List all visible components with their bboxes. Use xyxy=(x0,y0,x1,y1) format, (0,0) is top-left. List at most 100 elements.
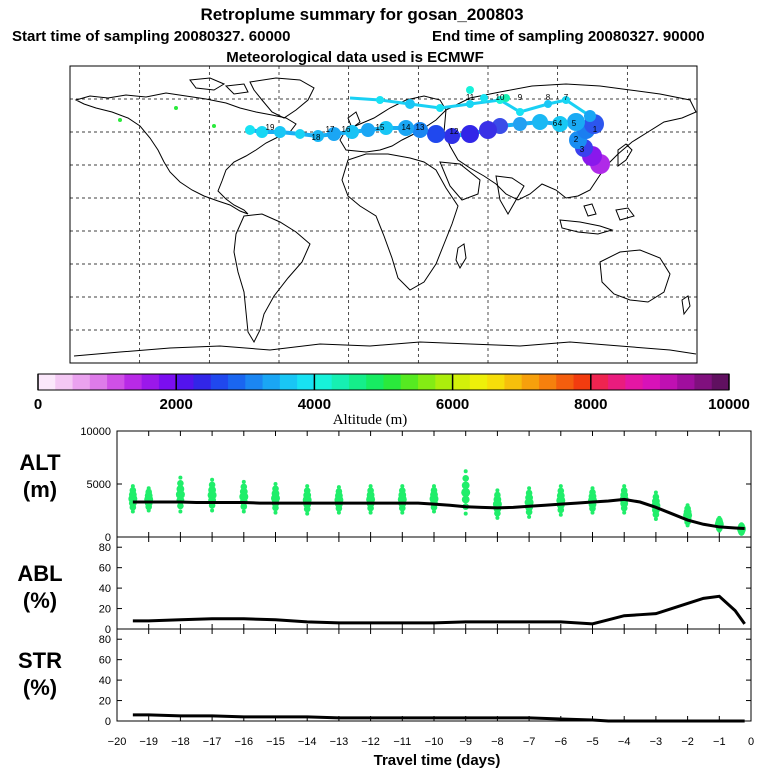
plume-point xyxy=(376,96,384,104)
altitude-spread-point xyxy=(175,490,185,500)
x-tick-label: 0 xyxy=(748,736,754,748)
y-tick-label: 60 xyxy=(99,655,111,667)
x-tick-label: −11 xyxy=(393,736,411,748)
altitude-spread-point xyxy=(367,487,374,494)
altitude-spread-point xyxy=(400,510,405,515)
trajectory-label: 9 xyxy=(518,93,523,102)
x-tick-label: −2 xyxy=(681,736,694,748)
colorbar-swatch xyxy=(297,374,315,390)
sampling-end-time: End time of sampling 20080327. 90000 xyxy=(432,28,705,45)
altitude-spread-point xyxy=(622,510,627,515)
plume-point xyxy=(584,110,596,122)
str-panel-label: STR xyxy=(18,648,62,673)
coast-africa xyxy=(341,153,459,291)
alt-panel-label: ALT xyxy=(19,450,61,475)
colorbar-swatch xyxy=(89,374,108,390)
coast-japan xyxy=(617,143,633,167)
colorbar-swatch xyxy=(538,374,557,390)
x-tick-label: −4 xyxy=(618,736,631,748)
coast-arabia xyxy=(439,161,481,201)
trajectory-label: 16 xyxy=(342,125,351,134)
trajectory-label: 3 xyxy=(580,145,585,154)
trajectory-label: 5 xyxy=(572,119,577,128)
altitude-spread-point xyxy=(368,484,373,489)
y-tick-label: 60 xyxy=(99,563,111,575)
x-tick-label: −18 xyxy=(171,736,190,748)
altitude-spread-point xyxy=(303,487,311,495)
altitude-spread-point xyxy=(622,484,627,489)
plume-point xyxy=(412,122,428,138)
meteorological-data-note: Meteorological data used is ECMWF xyxy=(226,49,484,66)
altitude-spread-point xyxy=(527,514,532,519)
altitude-spread-point xyxy=(653,490,658,495)
altitude-mean-line xyxy=(132,497,745,531)
plume-point xyxy=(552,116,568,132)
altitude-spread-point xyxy=(739,522,744,527)
y-tick-label: 20 xyxy=(99,604,111,616)
altitude-spread-point xyxy=(130,509,135,514)
altitude-spread-point xyxy=(652,493,660,501)
altitude-spread-point xyxy=(557,487,565,495)
trajectory-label: 10 xyxy=(496,93,505,102)
altitude-spread-point xyxy=(210,477,215,482)
trajectory-label: 6 xyxy=(553,119,558,128)
trajectory-label: 12 xyxy=(450,127,459,136)
plume-point xyxy=(245,125,255,135)
colorbar-swatch xyxy=(279,374,298,390)
colorbar-swatch xyxy=(573,374,592,390)
plume-point xyxy=(532,114,548,130)
colorbar-swatch xyxy=(642,374,661,390)
plume-point xyxy=(562,96,570,104)
colorbar-swatch xyxy=(314,374,333,390)
colorbar-swatch xyxy=(107,374,125,390)
abl-panel-frame xyxy=(116,536,752,630)
plume-point xyxy=(295,129,305,139)
colorbar-swatch xyxy=(262,374,281,390)
altitude-spread-point xyxy=(177,502,184,510)
retroplume-track xyxy=(118,86,610,174)
altitude-spread-point xyxy=(239,487,248,496)
alt-panel-unit: (m) xyxy=(23,477,57,502)
colorbar-swatch xyxy=(348,374,367,390)
altitude-spread-point xyxy=(461,487,471,497)
colorbar-swatch xyxy=(677,374,695,390)
x-tick-label: −17 xyxy=(203,736,222,748)
x-tick-label: −1 xyxy=(713,736,726,748)
coast-australia xyxy=(599,249,671,303)
altitude-spread-point xyxy=(653,516,658,521)
altitude-spread-point xyxy=(620,487,628,494)
altitude-spread-point xyxy=(208,486,217,494)
plume-point xyxy=(444,128,460,144)
coast-india xyxy=(495,175,525,216)
colorbar-swatch xyxy=(158,374,177,390)
altitude-spread-point xyxy=(305,511,310,516)
altitude-spread-point xyxy=(272,485,279,493)
plume-point xyxy=(361,123,375,137)
colorbar-swatch xyxy=(72,374,91,390)
altitude-spread-point xyxy=(589,489,596,496)
y-tick-label: 80 xyxy=(99,634,111,646)
colorbar-swatch xyxy=(418,374,436,390)
y-tick-label: 40 xyxy=(99,583,111,595)
colorbar-swatch xyxy=(435,374,454,390)
sampling-start-time: Start time of sampling 20080327. 60000 xyxy=(12,28,290,45)
plume-point xyxy=(516,108,524,116)
plume-point xyxy=(544,100,552,108)
colorbar-swatch xyxy=(38,374,56,390)
x-tick-label: −20 xyxy=(108,736,127,748)
colorbar-swatch xyxy=(659,374,678,390)
altitude-colorbar: 0 2000 4000 6000 8000 10000 xyxy=(34,373,750,413)
altitude-spread-point xyxy=(335,488,343,495)
plume-point xyxy=(327,127,341,141)
x-tick-label: −13 xyxy=(330,736,349,748)
coast-indonesia xyxy=(559,203,635,235)
altitude-spread-point xyxy=(336,510,341,515)
altitude-spread-point xyxy=(368,510,373,515)
trajectory-label: 18 xyxy=(312,133,321,142)
plume-point-outlier xyxy=(118,118,122,122)
plume-point-outlier xyxy=(174,106,178,110)
figure-title: Retroplume summary for gosan_200803 xyxy=(200,5,523,24)
colorbar-swatch xyxy=(193,374,212,390)
